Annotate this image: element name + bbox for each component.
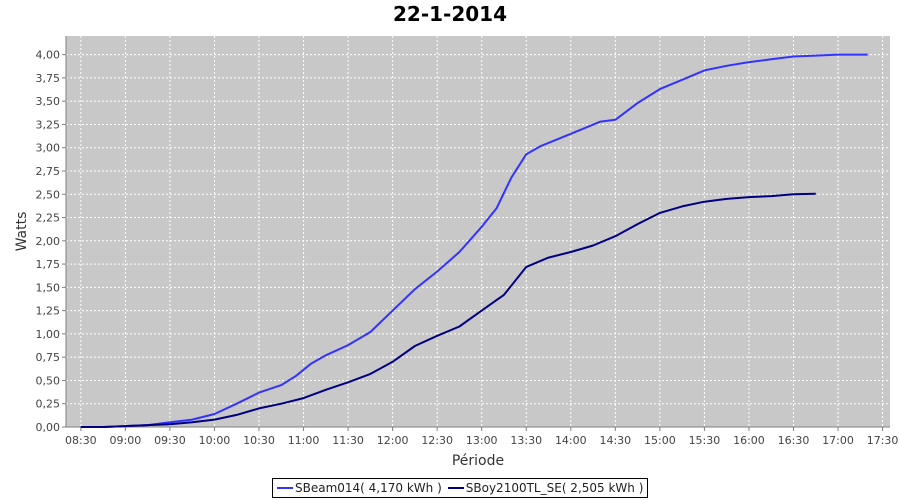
y-tick-label: 0,25 bbox=[36, 398, 61, 411]
x-tick-label: 15:00 bbox=[644, 434, 676, 447]
x-tick-label: 14:00 bbox=[555, 434, 587, 447]
x-tick-label: 10:30 bbox=[243, 434, 275, 447]
legend-label-series-2: SBoy2100TL_SE( 2,505 kWh ) bbox=[465, 481, 644, 495]
x-tick-label: 17:00 bbox=[822, 434, 854, 447]
y-tick-label: 3,00 bbox=[36, 142, 61, 155]
x-tick-label: 10:00 bbox=[199, 434, 231, 447]
x-tick-label: 12:00 bbox=[377, 434, 409, 447]
y-tick-label: 0,50 bbox=[36, 374, 61, 387]
x-tick-label: 15:30 bbox=[689, 434, 721, 447]
y-tick-label: 2,00 bbox=[36, 235, 61, 248]
x-tick-label: 16:00 bbox=[733, 434, 765, 447]
y-tick-label: 0,75 bbox=[36, 351, 61, 364]
y-tick-label: 3,25 bbox=[36, 118, 61, 131]
y-tick-label: 1,50 bbox=[36, 281, 61, 294]
x-tick-label: 09:00 bbox=[110, 434, 142, 447]
x-tick-label: 13:30 bbox=[510, 434, 542, 447]
y-tick-label: 0,00 bbox=[36, 421, 61, 434]
x-tick-label: 17:30 bbox=[867, 434, 899, 447]
x-tick-label: 09:30 bbox=[154, 434, 186, 447]
x-tick-label: 14:30 bbox=[599, 434, 631, 447]
y-tick-label: 1,00 bbox=[36, 328, 61, 341]
y-tick-label: 3,75 bbox=[36, 72, 61, 85]
y-axis-label: Watts bbox=[14, 212, 30, 252]
series-line-1 bbox=[80, 53, 868, 428]
legend-swatch-series-2 bbox=[447, 487, 464, 489]
legend-label-series-1: SBeam014( 4,170 kWh ) bbox=[295, 481, 442, 495]
y-tick-label: 1,75 bbox=[36, 258, 61, 271]
x-tick-label: 11:30 bbox=[332, 434, 364, 447]
y-tick-label: 3,50 bbox=[36, 95, 61, 108]
x-tick-label: 13:00 bbox=[466, 434, 498, 447]
series-line-2 bbox=[80, 192, 816, 428]
x-tick-label: 16:30 bbox=[778, 434, 810, 447]
y-tick-label: 2,50 bbox=[36, 188, 61, 201]
y-tick-label: 2,25 bbox=[36, 212, 61, 225]
y-tick-label: 1,25 bbox=[36, 305, 61, 318]
legend-item-series-2: SBoy2100TL_SE( 2,505 kWh ) bbox=[447, 481, 644, 495]
legend-swatch-series-1 bbox=[277, 487, 293, 489]
x-tick-label: 08:30 bbox=[65, 434, 97, 447]
chart-title: 22-1-2014 bbox=[392, 2, 507, 26]
chart-legend: SBeam014( 4,170 kWh ) SBoy2100TL_SE( 2,5… bbox=[272, 478, 649, 498]
y-tick-label: 2,75 bbox=[36, 165, 61, 178]
legend-item-series-1: SBeam014( 4,170 kWh ) bbox=[277, 481, 442, 495]
y-tick-label: 4,00 bbox=[36, 49, 61, 62]
x-tick-label: 12:30 bbox=[421, 434, 453, 447]
x-axis-label: Période bbox=[452, 453, 504, 469]
x-tick-label: 11:00 bbox=[288, 434, 320, 447]
